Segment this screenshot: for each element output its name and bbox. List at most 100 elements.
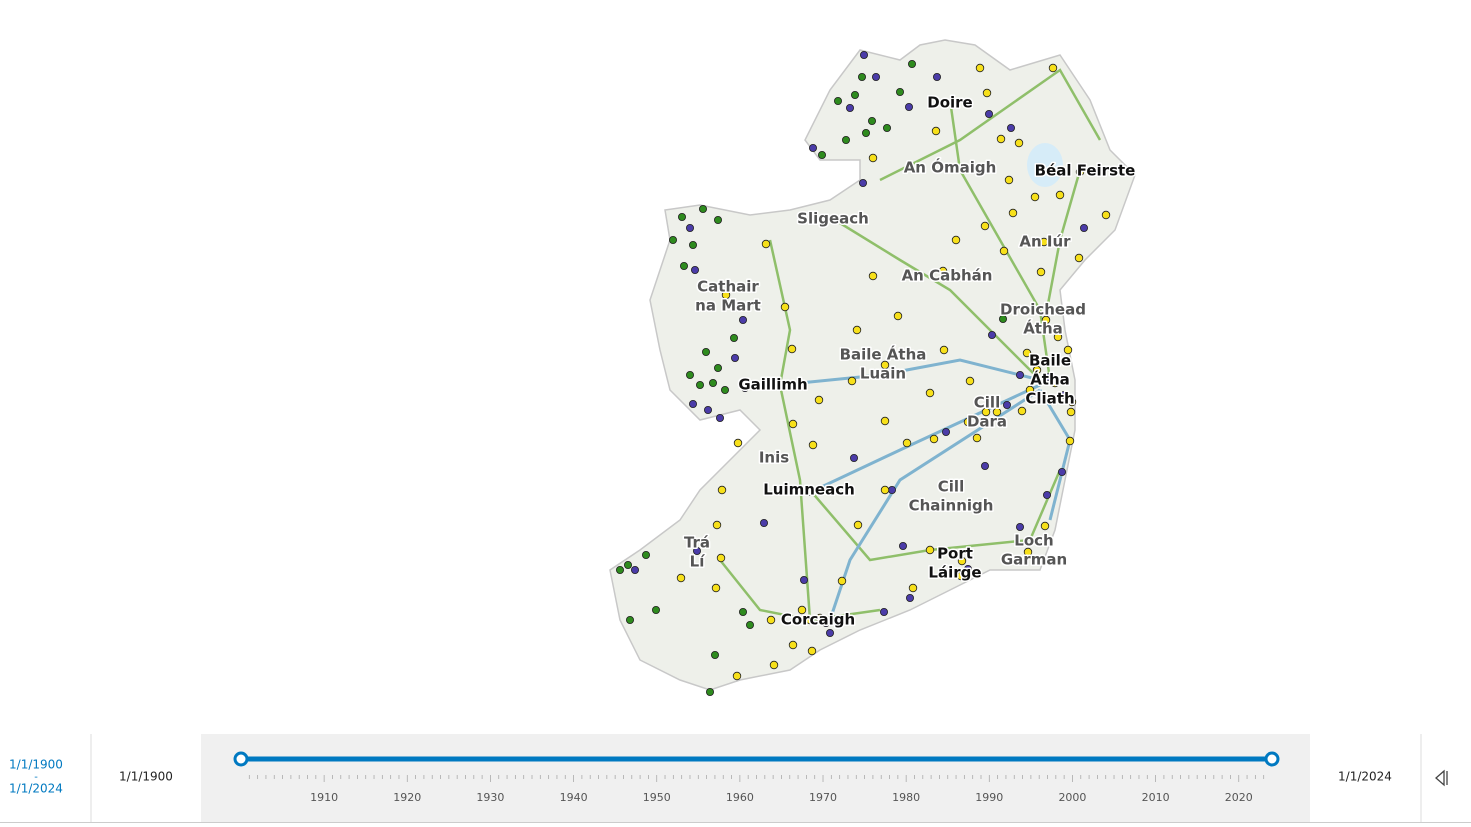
place-label: Chainnigh xyxy=(909,497,994,515)
site-marker xyxy=(696,380,705,389)
site-marker xyxy=(956,571,966,581)
site-marker xyxy=(739,608,748,617)
site-marker xyxy=(624,561,633,570)
site-marker xyxy=(626,616,635,625)
site-marker xyxy=(1036,267,1046,277)
sites xyxy=(616,51,1111,697)
place-label: Sligeach xyxy=(797,210,869,228)
site-marker xyxy=(1058,467,1067,476)
site-marker xyxy=(731,353,740,362)
site-marker xyxy=(714,215,723,224)
site-marker xyxy=(933,73,942,82)
site-marker xyxy=(753,380,762,389)
site-marker xyxy=(1025,385,1035,395)
site-marker xyxy=(931,126,941,136)
site-marker xyxy=(872,73,881,82)
site-marker xyxy=(1053,332,1063,342)
map[interactable]: Doire An Ómaigh Béal Feirste Sligeach An Iúr… xyxy=(609,39,1137,697)
slider-tick-label: 1930 xyxy=(476,791,504,804)
site-marker xyxy=(1080,223,1089,232)
site-marker xyxy=(925,545,935,555)
site-marker xyxy=(845,615,855,625)
site-marker xyxy=(1065,436,1075,446)
site-marker xyxy=(842,135,851,144)
site-marker xyxy=(1067,397,1077,407)
site-marker xyxy=(1041,315,1051,325)
range-start: 1/1/1900 xyxy=(9,758,63,772)
site-marker xyxy=(858,73,867,82)
site-marker xyxy=(809,143,818,152)
site-marker xyxy=(766,381,775,390)
site-marker xyxy=(813,485,823,495)
site-marker xyxy=(711,651,720,660)
site-marker xyxy=(669,235,678,244)
place-label: An Ómaigh xyxy=(904,158,997,177)
site-marker xyxy=(780,302,790,312)
site-marker xyxy=(797,605,807,615)
site-marker xyxy=(847,376,857,386)
site-marker xyxy=(985,110,994,119)
site-marker xyxy=(1014,138,1024,148)
site-marker xyxy=(1048,63,1058,73)
slider-end-label: 1/1/2024 xyxy=(1338,770,1392,784)
site-marker xyxy=(1023,547,1033,557)
place-label: Átha xyxy=(1030,370,1070,389)
place-label: Láirge xyxy=(928,564,981,582)
site-marker xyxy=(981,407,991,417)
site-marker xyxy=(850,453,859,462)
site-marker xyxy=(908,60,917,69)
site-marker xyxy=(880,608,889,617)
site-marker xyxy=(808,440,818,450)
range-separator: - xyxy=(34,772,38,783)
site-marker xyxy=(1022,348,1032,358)
site-marker xyxy=(616,566,625,575)
site-marker xyxy=(883,124,892,133)
site-marker xyxy=(1032,365,1042,375)
site-marker xyxy=(712,520,722,530)
site-marker xyxy=(1004,175,1014,185)
site-marker xyxy=(686,223,695,232)
site-marker xyxy=(800,576,809,585)
island xyxy=(609,39,1136,691)
site-marker xyxy=(938,266,948,276)
site-marker xyxy=(893,311,903,321)
site-marker xyxy=(631,566,640,575)
place-label: Trá xyxy=(684,534,710,552)
place-label: Luimneach xyxy=(763,481,855,499)
site-marker xyxy=(999,314,1008,323)
site-marker xyxy=(1016,523,1025,532)
site-marker xyxy=(693,547,702,556)
collapse-button[interactable] xyxy=(1430,765,1452,789)
site-marker xyxy=(951,235,961,245)
site-marker xyxy=(1040,521,1050,531)
site-marker xyxy=(714,363,723,372)
site-marker xyxy=(761,239,771,249)
site-marker xyxy=(925,388,935,398)
slider-tick-label: 1980 xyxy=(892,791,920,804)
site-marker xyxy=(760,519,769,528)
site-marker xyxy=(746,621,755,630)
site-marker xyxy=(902,438,912,448)
site-marker xyxy=(1043,490,1052,499)
site-marker xyxy=(1016,370,1025,379)
place-label: Dara xyxy=(967,413,1007,431)
site-marker xyxy=(1039,237,1049,247)
slider-tick-label: 1960 xyxy=(726,791,754,804)
slider-handle-end[interactable] xyxy=(1264,751,1280,767)
site-marker xyxy=(899,542,908,551)
site-marker xyxy=(1074,253,1084,263)
place-label: Átha xyxy=(1023,319,1063,338)
site-marker xyxy=(815,613,825,623)
site-marker xyxy=(717,485,727,495)
site-marker xyxy=(957,556,967,566)
site-marker xyxy=(964,565,973,574)
slider-handle-start[interactable] xyxy=(233,751,249,767)
place-label: Droichead xyxy=(1000,301,1086,319)
site-marker xyxy=(906,594,915,603)
site-marker xyxy=(788,419,798,429)
site-marker xyxy=(733,438,743,448)
button-area[interactable] xyxy=(1430,765,1452,789)
place-label: Cathair xyxy=(697,278,759,296)
site-marker xyxy=(787,344,797,354)
site-marker xyxy=(1060,390,1069,399)
